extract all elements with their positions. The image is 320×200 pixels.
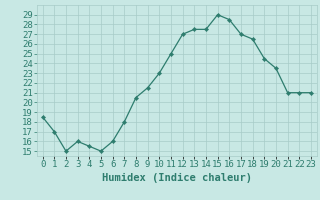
X-axis label: Humidex (Indice chaleur): Humidex (Indice chaleur) (102, 173, 252, 183)
